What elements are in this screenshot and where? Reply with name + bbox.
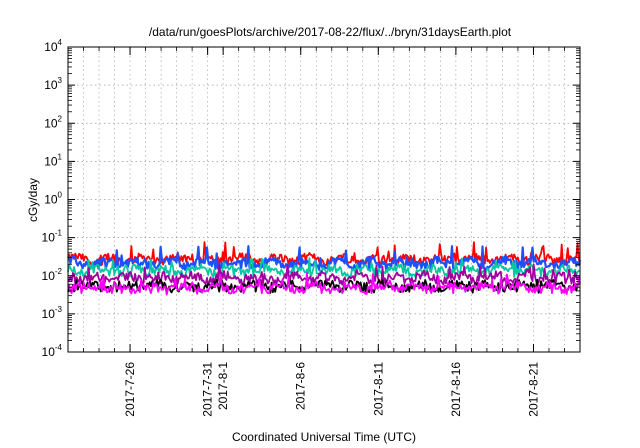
y-tick-label: 104 — [44, 38, 62, 54]
y-tick-label: 102 — [44, 114, 62, 130]
x-tick-label: 2017-8-11 — [371, 362, 385, 416]
y-tick-label: 10-4 — [42, 343, 63, 359]
y-tick-label: 10-2 — [42, 267, 63, 283]
chart-title: /data/run/goesPlots/archive/2017-08-22/f… — [149, 25, 512, 39]
y-tick-label: 101 — [44, 152, 62, 168]
x-tick-label: 2017-8-21 — [526, 362, 540, 417]
y-tick-label: 10-1 — [42, 229, 63, 245]
x-tick-label: 2017-8-16 — [449, 362, 463, 417]
x-tick-label: 2017-7-31 — [201, 362, 215, 417]
series-line — [67, 263, 581, 286]
y-axis: 10-4 10-3 10-2 10-1 100 101 102 103 104 — [42, 38, 580, 359]
y-tick-label: 10-3 — [42, 305, 63, 321]
y-tick-label: 100 — [44, 191, 62, 207]
y-tick-label: 103 — [44, 76, 62, 92]
x-tick-label: 2017-8-6 — [294, 362, 308, 410]
series-line — [67, 272, 581, 296]
series-line — [67, 257, 581, 279]
series-line — [67, 245, 582, 272]
x-axis-label: Coordinated Universal Time (UTC) — [232, 430, 416, 444]
x-axis: 2017-7-26 2017-7-31 2017-8-1 2017-8-6 2017-8… — [67, 47, 581, 417]
x-tick-label: 2017-8-1 — [216, 362, 230, 410]
grid — [67, 47, 581, 352]
y-axis-label: cGy/day — [26, 178, 40, 222]
series-group — [67, 241, 582, 296]
x-tick-label: 2017-7-26 — [123, 362, 137, 417]
